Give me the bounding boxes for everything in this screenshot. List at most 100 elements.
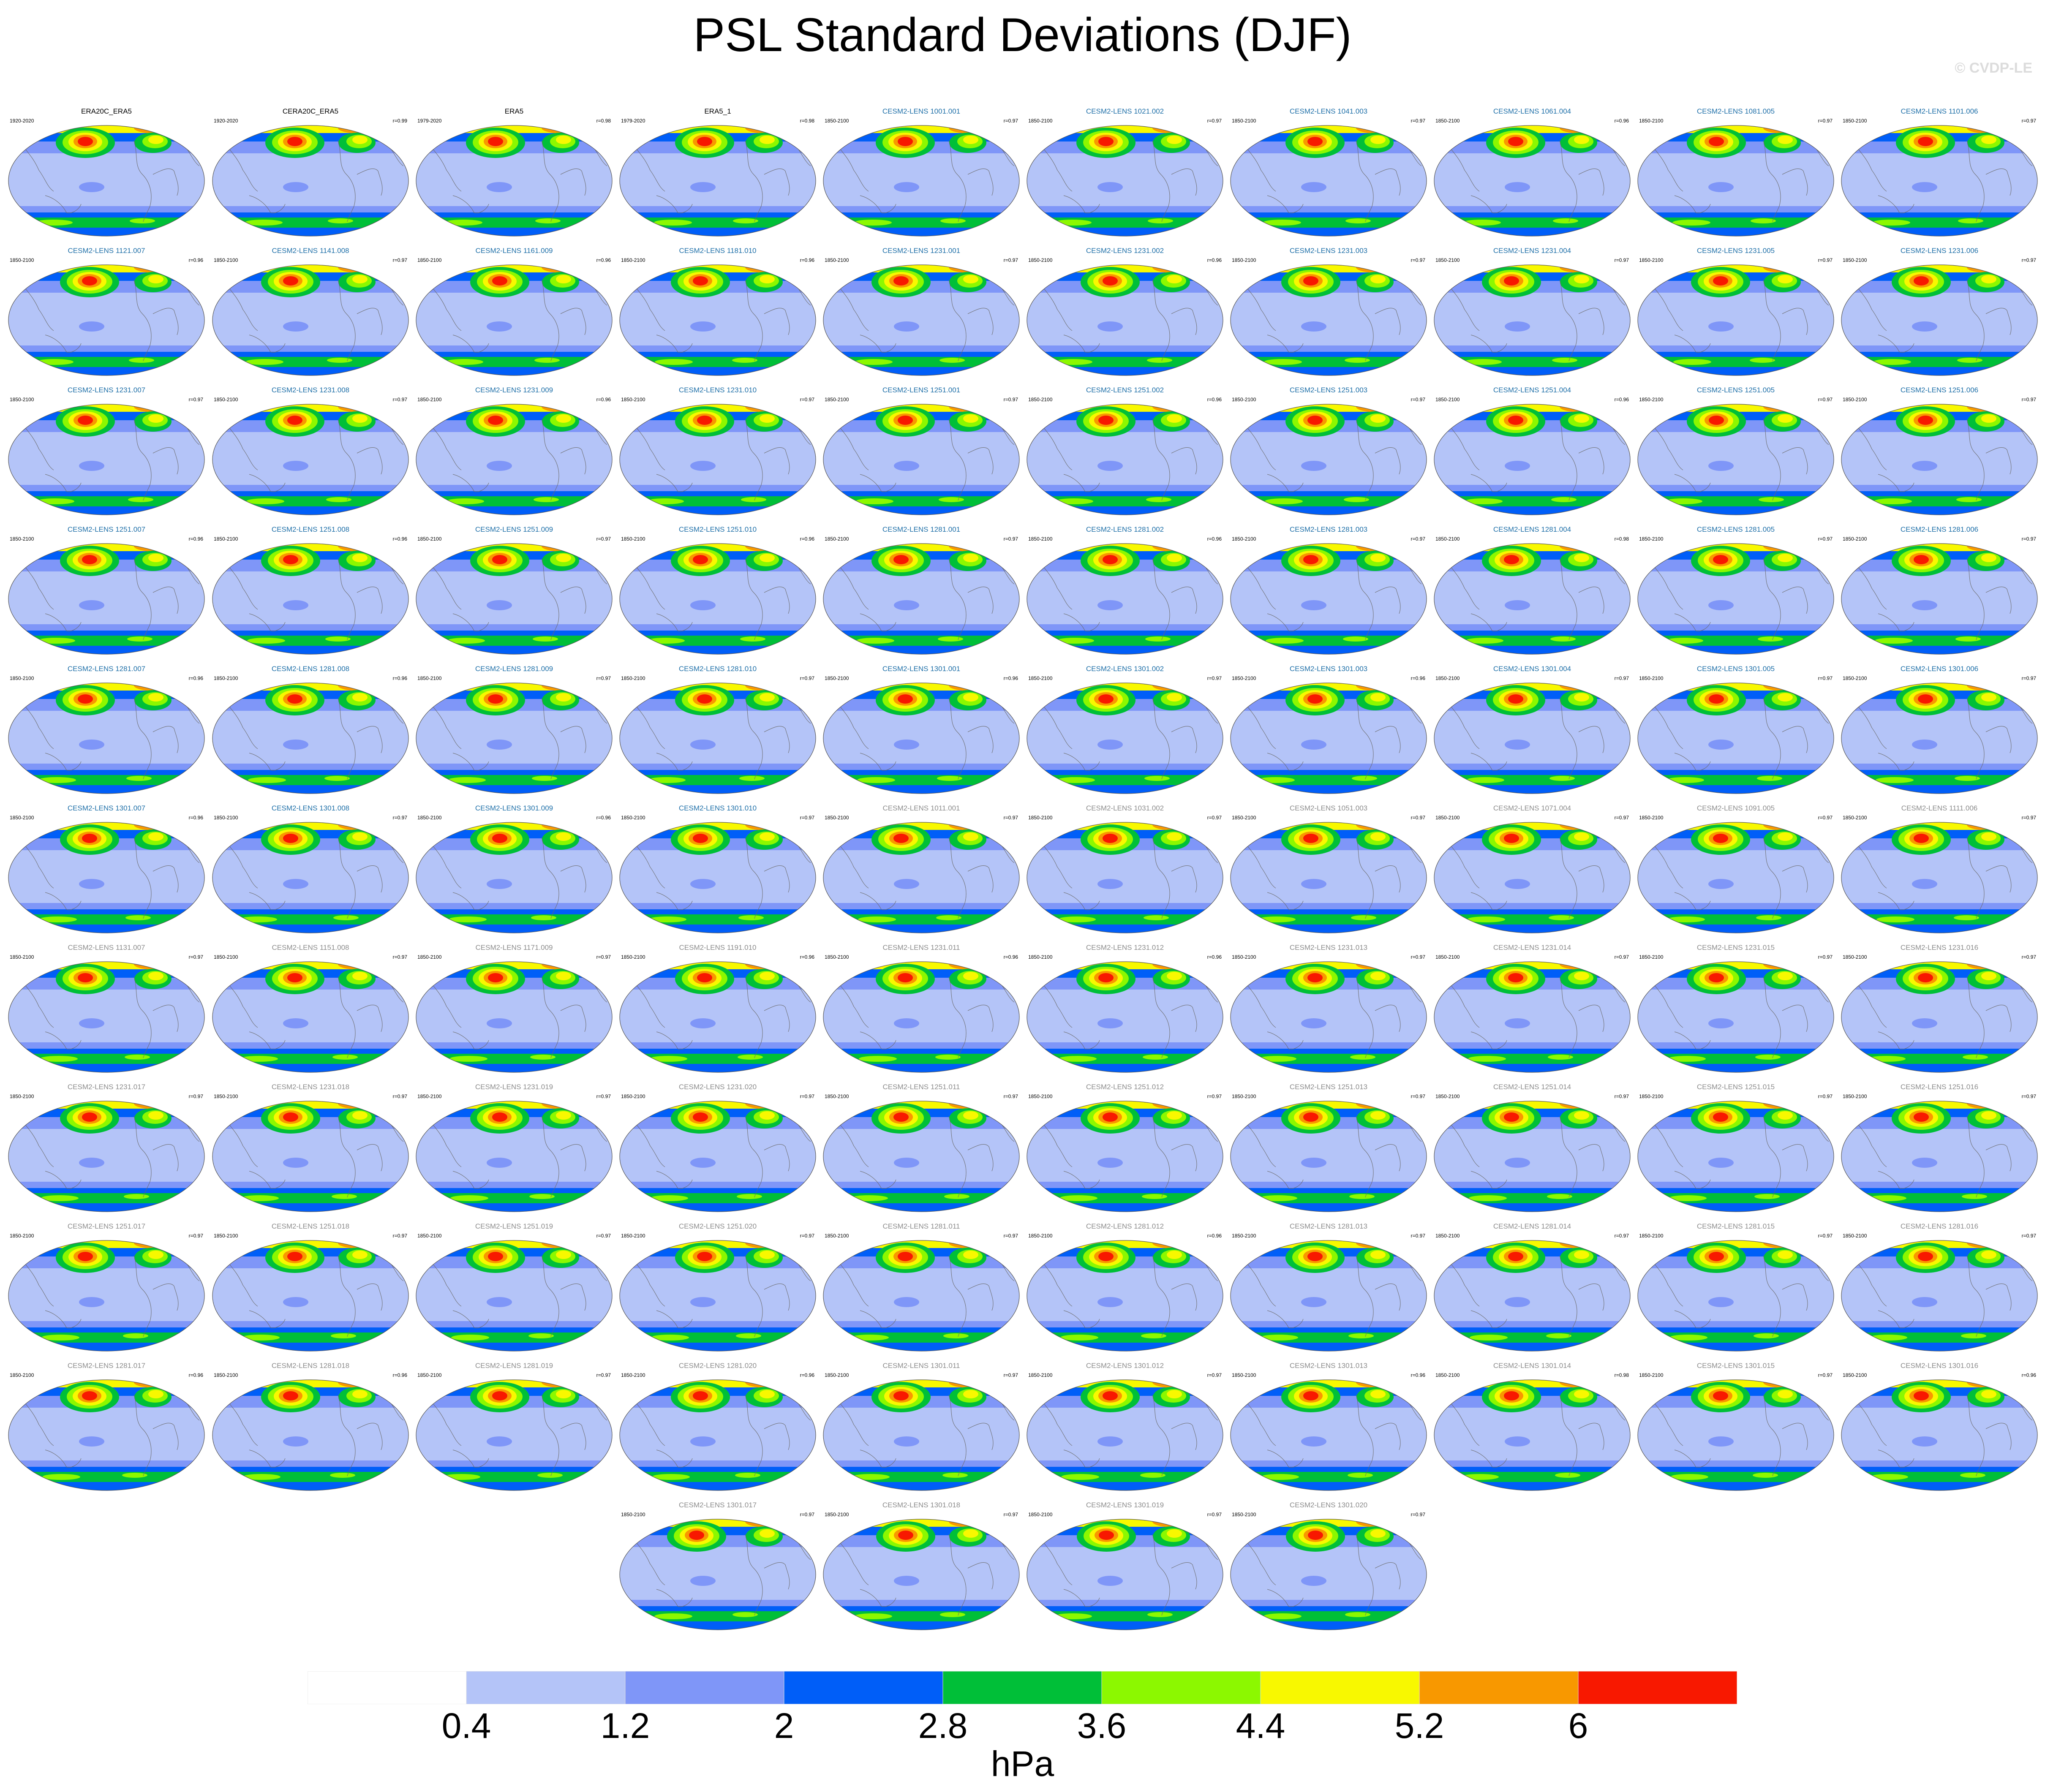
map-border (212, 1240, 409, 1351)
panel-title: CESM2-LENS 1251.017 (67, 1222, 146, 1230)
map-border (1230, 1101, 1427, 1212)
patch-southern (1055, 498, 1093, 504)
panel-title: CESM2-LENS 1231.013 (1289, 944, 1368, 952)
panel-title: CESM2-LENS 1251.012 (1086, 1083, 1164, 1091)
panel-header: 1850-2100 CESM2-LENS 1301.006 r=0.97 (1840, 661, 2039, 681)
atlantic-core (556, 136, 571, 144)
map-border (1027, 404, 1223, 515)
patch-tropical (690, 182, 716, 192)
atlantic-core (148, 1251, 163, 1259)
arctic-patch (769, 823, 789, 830)
atlantic-core (556, 1390, 571, 1398)
atlantic-core (1778, 1111, 1793, 1120)
aleutian-core (1307, 137, 1323, 146)
patch-tropical (487, 1436, 512, 1447)
panel-years: 1850-2100 (1843, 397, 1867, 402)
psl-std-map (212, 683, 409, 794)
map-panel: 1850-2100 CESM2-LENS 1231.018 r=0.97 (211, 1079, 410, 1214)
patch-southern (1465, 638, 1503, 644)
patch-tropical (894, 879, 919, 889)
coastlines (1237, 833, 1422, 919)
arctic-patch (1787, 823, 1807, 830)
patch-southern (1672, 220, 1710, 226)
panel-correlation: r=0.96 (392, 1372, 407, 1378)
coastlines (1034, 415, 1218, 501)
psl-std-map (8, 404, 205, 515)
arctic-patch (972, 1520, 993, 1527)
psl-std-map (212, 404, 409, 515)
patch-tropical (894, 461, 919, 471)
panel-title: CESM2-LENS 1151.008 (272, 944, 349, 952)
atlantic-core (1981, 1251, 1996, 1259)
patch-southern (1666, 777, 1704, 783)
panel-correlation: r=0.97 (1003, 536, 1018, 542)
arctic-patch (1176, 1241, 1196, 1248)
panel-years: 1850-2100 (214, 536, 238, 542)
patch-southern (39, 916, 77, 922)
atlantic-core (1167, 414, 1182, 423)
map-border (1841, 961, 2038, 1073)
panel-header: 1850-2100 CESM2-LENS 1281.020 r=0.96 (618, 1358, 817, 1378)
psl-std-map (823, 1101, 1020, 1212)
panel-correlation: r=0.96 (800, 536, 814, 542)
patch-southern (647, 638, 685, 644)
psl-std-map (212, 961, 409, 1073)
map-panel: 1850-2100 CESM2-LENS 1251.008 r=0.96 (211, 522, 410, 657)
panel-header: 1850-2100 CESM2-LENS 1121.007 r=0.96 (7, 243, 206, 263)
patch-tropical (1912, 1158, 1937, 1168)
map-border (1230, 683, 1427, 794)
patch-southern (858, 916, 896, 922)
patch-southern (124, 1194, 149, 1199)
atlantic-core (963, 136, 978, 144)
map-border (619, 543, 816, 655)
map-border (416, 961, 613, 1073)
panel-years: 1850-2100 (621, 675, 645, 681)
patch-tropical (690, 321, 716, 332)
aleutian-core (1098, 694, 1114, 704)
panel-header: 1850-2100 CESM2-LENS 1251.008 r=0.96 (211, 522, 410, 542)
patch-southern (938, 636, 963, 642)
atlantic-core (760, 275, 775, 283)
psl-std-map (416, 683, 613, 794)
panel-years: 1850-2100 (621, 536, 645, 542)
panel-years: 1850-2100 (1028, 815, 1053, 821)
aleutian-core (1099, 1531, 1114, 1540)
panel-title: CESM2-LENS 1301.004 (1493, 665, 1571, 673)
psl-std-map (416, 1240, 613, 1351)
panel-title: CESM2-LENS 1001.001 (882, 107, 961, 115)
patch-southern (856, 638, 894, 644)
panel-correlation: r=0.97 (392, 815, 407, 821)
panel-correlation: r=0.96 (596, 397, 611, 402)
arctic-patch (972, 684, 993, 691)
panel-header: 1850-2100 CESM2-LENS 1281.005 r=0.97 (1637, 522, 1835, 542)
map-panel: 1920-2020 ERA20C_ERA5 (7, 103, 206, 239)
patch-southern (330, 1473, 355, 1478)
map-panel: 1850-2100 CESM2-LENS 1231.002 r=0.96 (1026, 243, 1224, 378)
map-panel: 1850-2100 CESM2-LENS 1281.019 r=0.97 (415, 1358, 613, 1493)
patch-tropical (487, 1297, 512, 1307)
psl-std-map (8, 961, 205, 1073)
panel-years: 1850-2100 (417, 257, 442, 263)
patch-southern (449, 916, 487, 922)
aleutian-core (287, 416, 302, 425)
aleutian-core (283, 555, 298, 564)
atlantic-core (352, 136, 368, 144)
panel-title: CESM2-LENS 1281.002 (1086, 525, 1164, 533)
patch-southern (1141, 1333, 1166, 1338)
arctic-patch (1583, 126, 1604, 133)
panel-title: CESM2-LENS 1251.016 (1900, 1083, 1979, 1091)
patch-tropical (487, 879, 512, 889)
arctic-patch (1380, 1520, 1400, 1527)
panel-title: CESM2-LENS 1251.007 (67, 525, 146, 533)
panel-years: 1850-2100 (10, 1233, 34, 1239)
map-panel: 1850-2100 CESM2-LENS 1301.009 r=0.96 (415, 800, 613, 935)
patch-tropical (1301, 879, 1326, 889)
map-panel: 1850-2100 CESM2-LENS 1281.015 r=0.97 (1637, 1218, 1835, 1354)
arctic-patch (1991, 1102, 2011, 1109)
patch-tropical (283, 461, 308, 471)
aleutian-core (898, 973, 913, 982)
map-panel: 1850-2100 CESM2-LENS 1231.001 r=0.97 (822, 243, 1021, 378)
patch-southern (1265, 498, 1303, 504)
patch-southern (537, 1473, 563, 1478)
psl-std-map (1027, 1379, 1223, 1491)
